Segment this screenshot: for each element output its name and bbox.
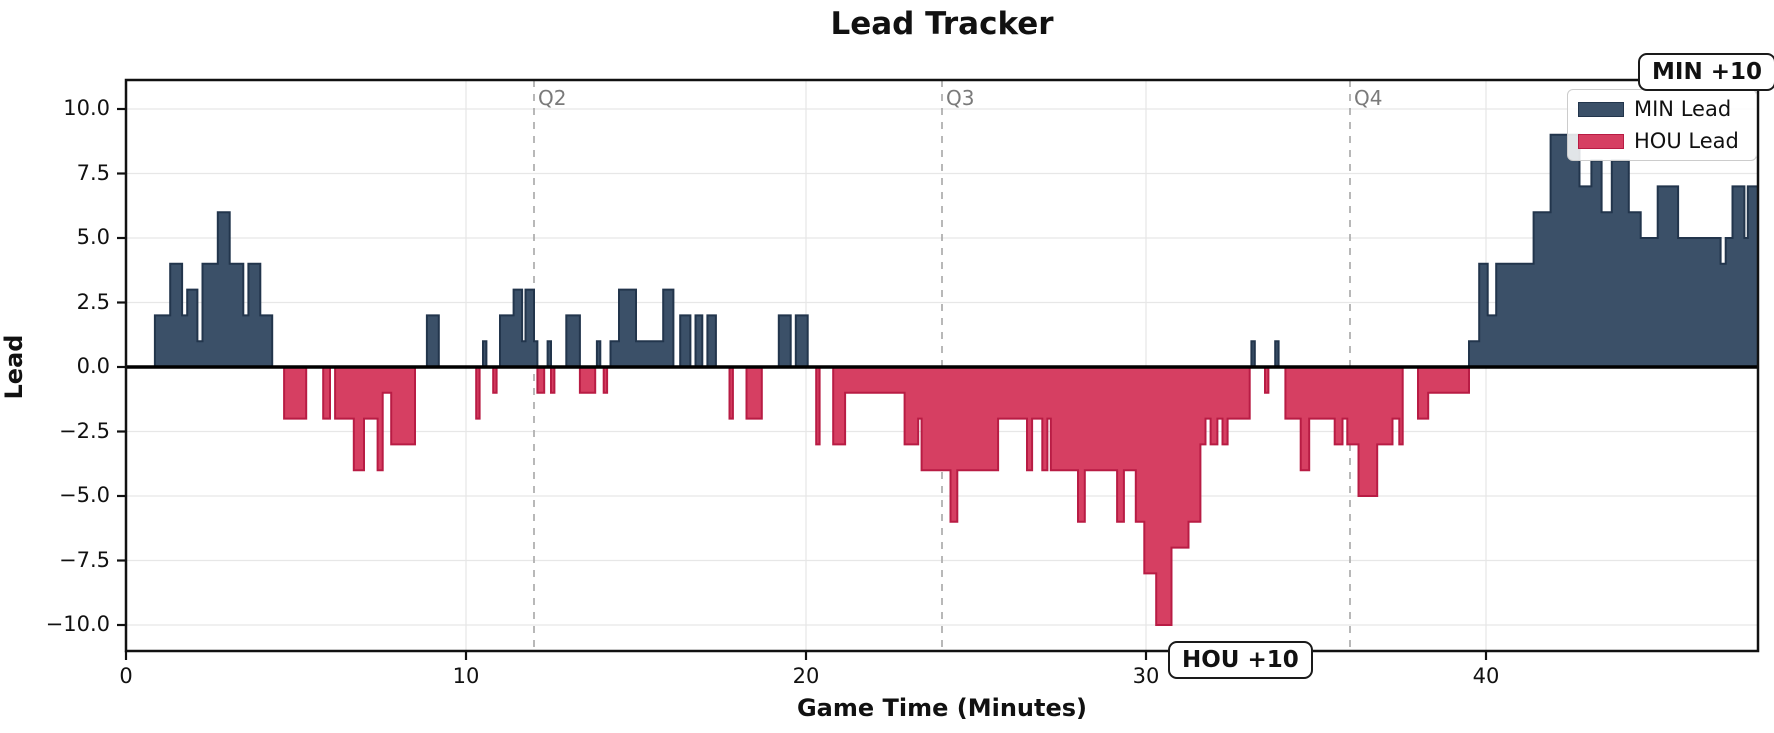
y-tick-label: −7.5: [59, 547, 110, 572]
x-axis-label: Game Time (Minutes): [796, 694, 1088, 722]
x-tick-label: 20: [792, 664, 820, 688]
min-lead-area: [1274, 340, 1280, 368]
legend-label-hou: HOU Lead: [1634, 129, 1739, 153]
hou-lead-area: [475, 366, 481, 420]
y-tick-label: −5.0: [59, 483, 110, 507]
min-lead-area: [1250, 340, 1256, 368]
min-lead-swatch-icon: [1578, 101, 1624, 117]
legend-label-min: MIN Lead: [1634, 97, 1732, 121]
min-lead-area: [565, 314, 581, 368]
y-tick-label: −10.0: [45, 612, 110, 636]
hou-lead-area: [536, 366, 546, 394]
min-lead-area: [153, 211, 274, 368]
quarter-label-q4: Q4: [1354, 86, 1383, 110]
min-lead-area: [499, 288, 539, 368]
x-tick-label: 40: [1472, 664, 1500, 688]
annotation-hou-max: HOU +10: [1168, 641, 1313, 679]
quarter-label-q2: Q2: [538, 86, 567, 110]
hou-lead-area: [334, 366, 416, 472]
min-lead-area: [546, 340, 552, 368]
hou-lead-area: [322, 366, 331, 420]
annotation-min-max: MIN +10: [1638, 53, 1774, 91]
y-tick-label: 10.0: [63, 96, 110, 120]
x-tick-label: 30: [1132, 664, 1160, 688]
hou-lead-swatch-icon: [1578, 133, 1624, 149]
x-tick-label: 0: [119, 664, 133, 688]
legend-item-min: MIN Lead: [1578, 97, 1746, 121]
hou-lead-area: [745, 366, 763, 420]
plot-spines: [124, 78, 1760, 653]
min-lead-area: [425, 314, 440, 368]
y-tick-label: 0.0: [76, 354, 110, 378]
hou-lead-area: [492, 366, 498, 394]
hou-lead-area: [1284, 366, 1404, 497]
min-lead-area: [777, 314, 792, 368]
y-tick-label: 2.5: [76, 289, 110, 314]
y-tick-label: 7.5: [76, 160, 110, 185]
hou-lead-area: [283, 366, 308, 420]
hou-lead-area: [602, 366, 609, 394]
min-lead-area: [679, 314, 692, 368]
hou-lead-area: [578, 366, 597, 394]
hou-lead-area: [832, 366, 1251, 626]
hou-lead-area: [728, 366, 734, 420]
legend: MIN Lead HOU Lead: [1567, 89, 1757, 161]
min-lead-area: [694, 314, 704, 368]
x-tick-label: 10: [452, 664, 480, 688]
hou-lead-area: [815, 366, 821, 446]
min-lead-area: [482, 340, 488, 368]
min-lead-area: [1468, 133, 1759, 368]
min-lead-area: [794, 314, 809, 368]
chart-title: Lead Tracker: [830, 6, 1054, 42]
y-tick-label: 5.0: [76, 225, 110, 249]
y-tick-label: −2.5: [59, 418, 110, 443]
legend-item-hou: HOU Lead: [1578, 129, 1746, 153]
hou-lead-area: [1417, 366, 1470, 420]
min-lead-area: [609, 288, 675, 368]
quarter-label-q3: Q3: [946, 86, 975, 110]
min-lead-area: [706, 314, 717, 368]
hou-lead-area: [1264, 366, 1270, 394]
min-lead-area: [595, 340, 602, 368]
hou-lead-area: [550, 366, 556, 394]
